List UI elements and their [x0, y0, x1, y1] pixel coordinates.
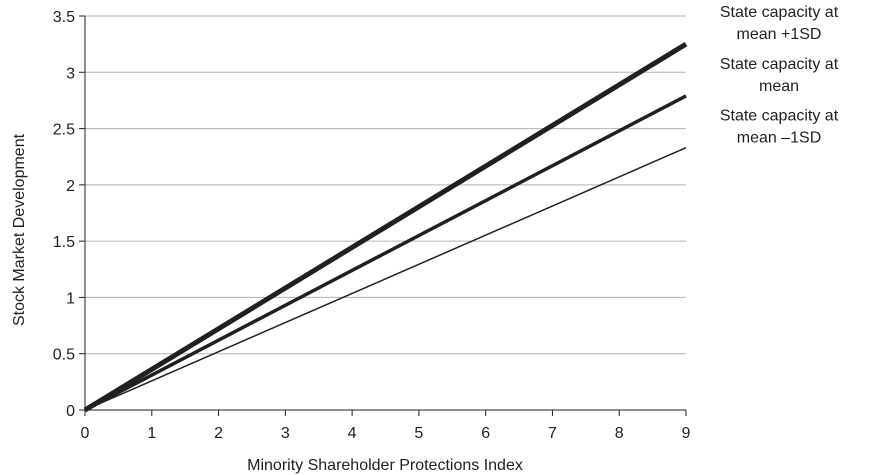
y-tick-label: 3.5	[53, 9, 75, 26]
x-tick-label: 2	[214, 425, 223, 442]
series-label: mean –1SD	[737, 130, 822, 147]
gridlines	[85, 15, 686, 355]
x-axis-title: Minority Shareholder Protections Index	[247, 457, 523, 474]
x-tick-label: 4	[348, 425, 357, 442]
series-labels: State capacity at mean +1SD State capacity…	[720, 4, 839, 147]
y-tick-label: 0	[66, 403, 75, 420]
x-tick-label: 0	[81, 425, 90, 442]
series-label: mean +1SD	[737, 26, 822, 43]
axes: 0 0.5 1 1.5 2 2.5 3 3.5 0 1 2 3 4 5 6 7 8 9	[53, 9, 691, 442]
x-tick-label: 3	[281, 425, 290, 442]
y-tick-label: 2.5	[53, 122, 75, 139]
x-tick-label: 7	[548, 425, 557, 442]
y-axis-title: Stock Market Development	[11, 133, 28, 326]
y-tick-label: 3	[66, 65, 75, 82]
y-tick-label: 2	[66, 178, 75, 195]
x-tick-label: 6	[481, 425, 490, 442]
y-tick-label: 1.5	[53, 234, 75, 251]
x-tick-label: 1	[147, 425, 156, 442]
series-line	[84, 147, 687, 411]
y-tick-label: 1	[66, 290, 75, 307]
series-label: State capacity at	[720, 4, 839, 21]
x-tick-label: 8	[615, 425, 624, 442]
x-tick-label: 9	[682, 425, 691, 442]
series-label: State capacity at	[720, 108, 839, 125]
y-tick-label: 0.5	[53, 347, 75, 364]
series-lines	[83, 42, 688, 413]
series-line	[83, 42, 688, 413]
series-label: State capacity at	[720, 56, 839, 73]
series-line	[84, 94, 687, 412]
x-tick-label: 5	[414, 425, 423, 442]
series-label: mean	[759, 78, 799, 95]
